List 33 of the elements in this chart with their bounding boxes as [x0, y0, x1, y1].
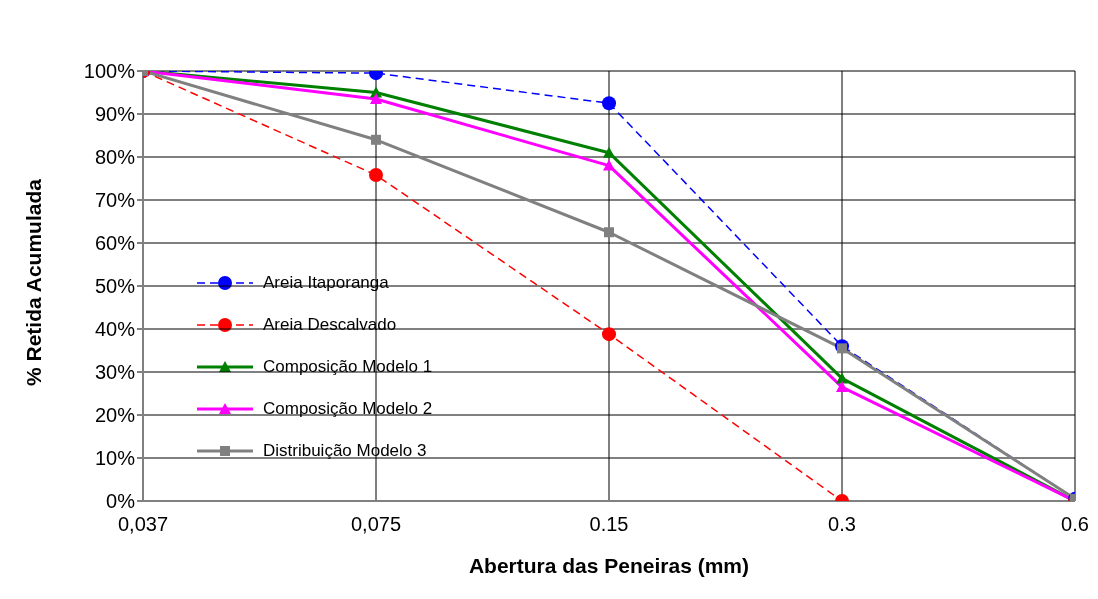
y-tick-label: 70% [94, 189, 136, 212]
point [836, 381, 848, 393]
point [602, 96, 616, 111]
point [603, 146, 615, 158]
y-tick-label: 40% [94, 318, 136, 341]
point [370, 92, 382, 104]
x-tick-label: 0.3 [828, 513, 856, 536]
x-tick-label: 0.15 [589, 513, 629, 536]
point [837, 343, 847, 354]
legend-label: Distribuição Modelo 3 [263, 441, 427, 461]
y-tick-label: 90% [94, 103, 136, 126]
legend-label: Composição Modelo 2 [263, 399, 433, 419]
y-tick-label: 30% [94, 361, 136, 384]
x-tick-label: 0.6 [1061, 513, 1089, 536]
y-tick-label: 60% [94, 232, 136, 255]
point [603, 159, 615, 171]
x-axis-title: Abertura das Peneiras (mm) [468, 554, 750, 577]
legend-label: Areia Itaporanga [263, 273, 389, 293]
legend-label: Areia Descalvado [263, 315, 397, 335]
legend-label: Composição Modelo 1 [263, 357, 433, 377]
y-tick-label: 80% [94, 146, 136, 169]
x-tick-label: 0,037 [117, 513, 169, 536]
y-tick-label: 50% [94, 275, 136, 298]
y-tick-label: 20% [94, 404, 136, 427]
y-axis-title: % Retida Acumulada [22, 178, 46, 386]
point [369, 168, 383, 183]
point [604, 227, 614, 238]
y-tick-label: 10% [94, 447, 136, 470]
x-tick-label: 0,075 [350, 513, 402, 536]
y-tick-label: 100% [83, 60, 136, 83]
point [602, 327, 616, 342]
y-tick-label: 0% [106, 490, 136, 513]
point [371, 134, 381, 145]
